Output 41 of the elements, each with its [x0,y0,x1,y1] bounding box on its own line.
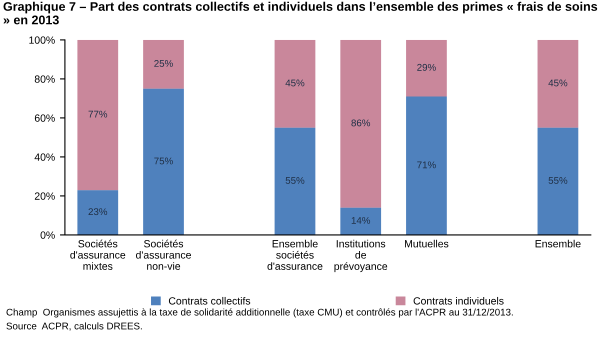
source-note: Source ACPR, calculs DREES. [6,322,142,331]
y-tick-label: 100% [29,36,55,44]
data-label: 45% [285,80,304,86]
y-tick-label: 0% [40,231,55,239]
text: Champ Organismes assujettis à la taxe de solidarité additionnelle (taxe CMU) et contrôlés par l'ACPR au 31/12/2013. [6,308,513,318]
y-tick-label: 80% [34,75,55,83]
data-label: 55% [286,177,304,184]
data-label: 77% [88,110,108,118]
x-tick-label: Ensemble [536,240,581,248]
bar [340,208,382,235]
y-tick-label: 60% [34,114,55,122]
data-label: 86% [351,119,370,126]
bar [406,40,447,96]
legend-label: Contrats collectifs [168,296,250,305]
legend-label: Contrats individuels [414,296,504,305]
bar [538,40,578,128]
data-label: 75% [154,158,173,164]
y-tick-label: 40% [34,153,55,161]
bar [406,96,447,235]
x-tick-label: Ensemble sociétés d'assurance [267,240,322,270]
chart-title: Graphique 7 – Part des contrats collectifs et individuels dans l’ensemble des primes « frais de soins » en 2013 [4,2,598,24]
bar [538,128,578,235]
bar [143,88,184,235]
x-tick-label: Sociétés d'assurance mixtes [70,240,126,270]
data-label: 55% [548,177,568,184]
data-label: 71% [417,161,436,168]
bar [340,40,382,208]
bar [77,190,118,235]
y-tick-label: 20% [34,192,55,200]
x-tick-label: Sociétés d'assurance non-vie [136,240,191,270]
x-tick-label: Mutuelles [405,240,448,248]
x-tick-label: Institutions de prévoyance [334,240,388,272]
bar [274,40,316,128]
bar [143,40,184,89]
data-label: 14% [352,217,370,224]
data-label: 45% [548,80,568,86]
data-label: 25% [154,60,173,67]
bar [77,40,118,190]
data-label: 23% [88,208,108,216]
data-label: 29% [417,64,436,71]
bar [274,128,316,235]
